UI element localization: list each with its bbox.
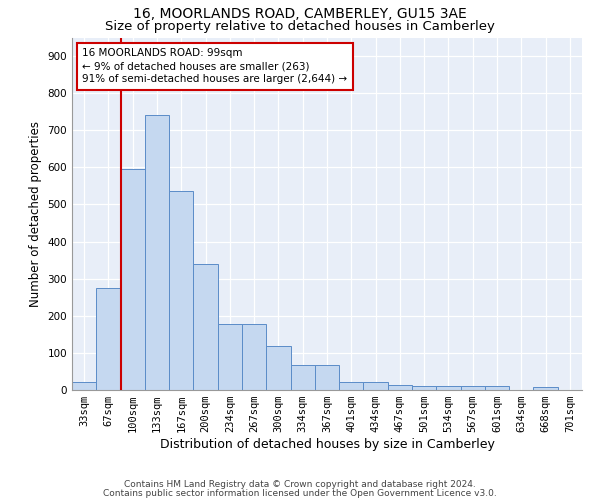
Text: Contains public sector information licensed under the Open Government Licence v3: Contains public sector information licen… (103, 490, 497, 498)
Bar (461, 386, 485, 390)
Bar (290, 365, 315, 390)
Bar (388, 385, 412, 390)
Bar (121, 169, 145, 390)
Bar (412, 386, 436, 390)
Bar (218, 324, 242, 390)
Bar (364, 382, 388, 390)
Bar (533, 387, 558, 390)
Bar (193, 264, 218, 390)
Bar (266, 346, 290, 390)
X-axis label: Distribution of detached houses by size in Camberley: Distribution of detached houses by size … (160, 438, 494, 451)
Text: 16, MOORLANDS ROAD, CAMBERLEY, GU15 3AE: 16, MOORLANDS ROAD, CAMBERLEY, GU15 3AE (133, 8, 467, 22)
Y-axis label: Number of detached properties: Number of detached properties (29, 120, 42, 306)
Bar (485, 386, 509, 390)
Text: Size of property relative to detached houses in Camberley: Size of property relative to detached ho… (105, 20, 495, 33)
Bar (72, 382, 96, 390)
Bar (242, 324, 266, 390)
Bar (96, 288, 121, 390)
Bar (169, 192, 193, 390)
Bar (436, 386, 461, 390)
Bar (315, 365, 339, 390)
Bar (145, 116, 169, 390)
Bar (339, 382, 364, 390)
Text: 16 MOORLANDS ROAD: 99sqm
← 9% of detached houses are smaller (263)
91% of semi-d: 16 MOORLANDS ROAD: 99sqm ← 9% of detache… (82, 48, 347, 84)
Text: Contains HM Land Registry data © Crown copyright and database right 2024.: Contains HM Land Registry data © Crown c… (124, 480, 476, 489)
